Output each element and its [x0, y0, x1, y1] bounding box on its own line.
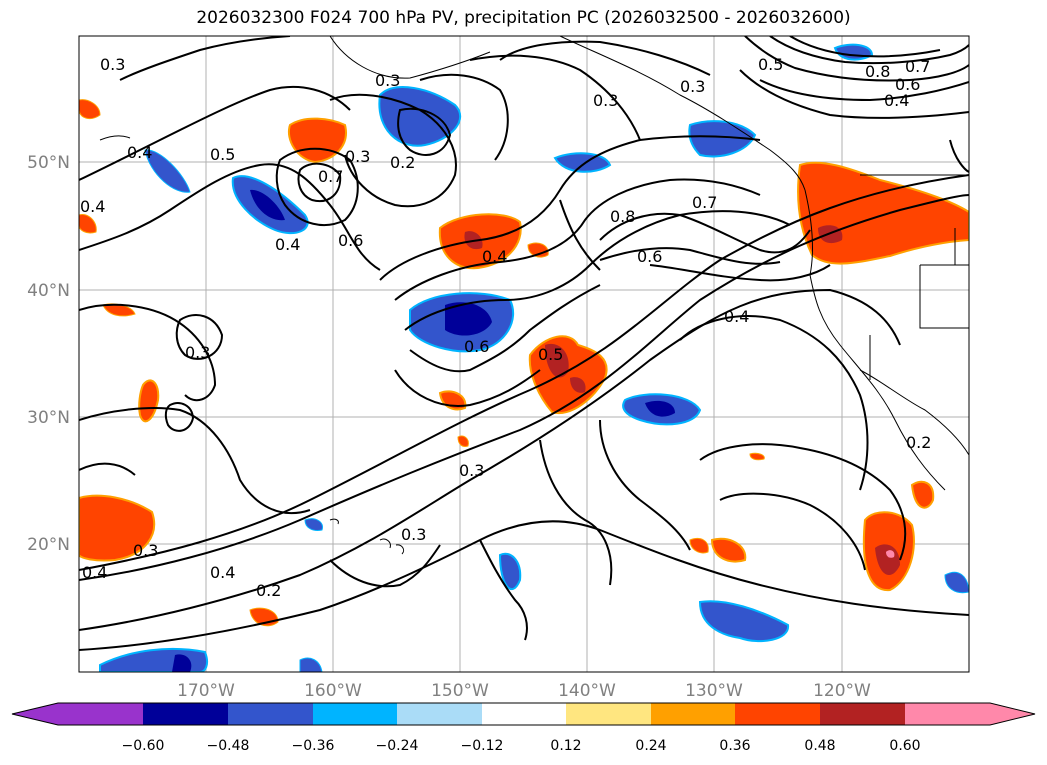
colorbar-tick: 0.12: [550, 738, 581, 754]
contour-label: 0.7: [905, 57, 930, 76]
contour-label: 0.7: [692, 193, 717, 212]
contour-label: 0.3: [401, 525, 426, 544]
contour-label: 0.4: [724, 307, 749, 326]
contour-label: 0.8: [865, 62, 890, 81]
colorbar-segment: [482, 703, 566, 725]
colorbar: [11, 702, 1036, 726]
colorbar-segment: [12, 703, 58, 725]
contour-label: 0.4: [210, 563, 235, 582]
contour-label: 0.4: [127, 143, 152, 162]
colorbar-segment: [143, 703, 228, 725]
latitude-labels: 50°N 40°N 30°N 20°N: [27, 153, 70, 555]
colorbar-tick: −0.60: [122, 738, 165, 754]
map-border: [78, 35, 970, 673]
map-title: 2026032300 F024 700 hPa PV, precipitatio…: [196, 8, 851, 28]
contour-label: 0.4: [884, 91, 909, 110]
contour-label: 0.2: [906, 433, 931, 452]
lon-label: 140°W: [558, 681, 616, 701]
contour-label: 0.6: [895, 75, 920, 94]
lon-label: 170°W: [177, 681, 235, 701]
contour-label: 0.3: [593, 91, 618, 110]
colorbar-outline: [11, 702, 1036, 726]
contour-label: 0.3: [185, 343, 210, 362]
colorbar-tick: −0.48: [207, 738, 250, 754]
colorbar-tick: 0.36: [719, 738, 750, 754]
colorbar-tick: −0.36: [292, 738, 335, 754]
lat-label: 40°N: [27, 281, 70, 301]
coastlines: [99, 36, 969, 555]
colorbar-segment: [228, 703, 313, 725]
lon-label: 120°W: [813, 681, 871, 701]
precip-shading: [79, 43, 969, 672]
colorbar-tick: −0.12: [461, 738, 504, 754]
map-panel: [79, 36, 969, 672]
colorbar-ticks: −0.60 −0.48 −0.36 −0.24 −0.12 0.12 0.24 …: [122, 738, 921, 754]
contour-label: 0.3: [459, 461, 484, 480]
contour-label: 0.3: [345, 147, 370, 166]
contour-label: 0.3: [680, 77, 705, 96]
contour-label: 0.4: [275, 235, 300, 254]
contour-label: 0.3: [100, 55, 125, 74]
colorbar-tick: 0.60: [889, 738, 920, 754]
colorbar-tick: 0.48: [804, 738, 835, 754]
contour-label: 0.3: [375, 71, 400, 90]
colorbar-tick: −0.24: [376, 738, 419, 754]
colorbar-segment: [566, 703, 651, 725]
colorbar-segment: [397, 703, 482, 725]
contour-label: 0.5: [538, 345, 563, 364]
colorbar-segment: [990, 703, 1035, 725]
longitude-labels: 170°W 160°W 150°W 140°W 130°W 120°W: [177, 681, 871, 701]
contour-label: 0.2: [390, 153, 415, 172]
pv-contours: [79, 36, 969, 651]
contour-label: 0.6: [637, 247, 662, 266]
contour-label: 0.8: [610, 207, 635, 226]
contour-label: 0.2: [256, 581, 281, 600]
contour-label: 0.7: [318, 167, 343, 186]
colorbar-segment: [651, 703, 735, 725]
contour-label: 0.6: [464, 337, 489, 356]
lat-label: 30°N: [27, 408, 70, 428]
contour-labels: 0.3 0.4 0.5 0.4 0.3 0.2 0.7 0.4 0.6 0.4 …: [80, 55, 931, 600]
colorbar-tick: 0.24: [635, 738, 666, 754]
contour-label: 0.5: [758, 55, 783, 74]
contour-label: 0.4: [80, 197, 105, 216]
lat-label: 20°N: [27, 535, 70, 555]
colorbar-segment: [905, 703, 990, 725]
lat-label: 50°N: [27, 153, 70, 173]
contour-label: 0.4: [82, 563, 107, 582]
contour-label: 0.3: [133, 541, 158, 560]
lon-label: 150°W: [431, 681, 489, 701]
colorbar-segment: [58, 703, 143, 725]
contour-label: 0.4: [482, 247, 507, 266]
lon-label: 130°W: [685, 681, 743, 701]
contour-label: 0.5: [210, 145, 235, 164]
colorbar-segment: [313, 703, 397, 725]
contour-label: 0.6: [338, 231, 363, 250]
colorbar-segment: [820, 703, 905, 725]
lon-label: 160°W: [304, 681, 362, 701]
colorbar-segment: [735, 703, 820, 725]
